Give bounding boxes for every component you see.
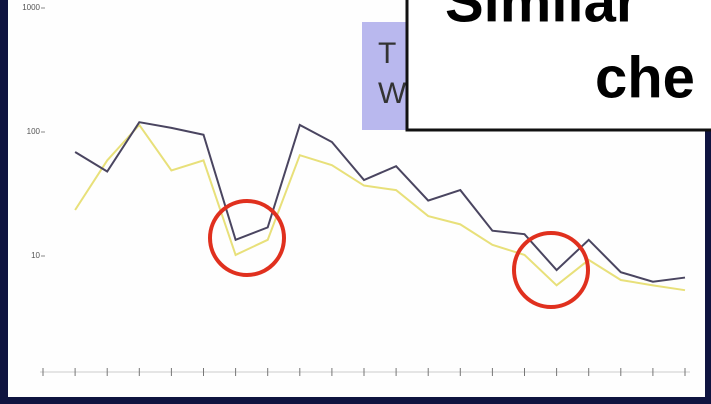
note-text: W — [378, 77, 407, 110]
y-tick-label: 1000 — [22, 3, 40, 12]
series-line — [74, 123, 686, 292]
plot: 10 100 1000 — [22, 3, 690, 376]
highlight-circle — [512, 231, 590, 309]
highlight-circle — [208, 199, 286, 277]
callout-box — [405, 0, 711, 132]
y-tick-label: 10 — [31, 251, 40, 260]
note-text: T — [378, 37, 396, 70]
callout-subtitle: che — [595, 45, 695, 110]
series-line — [74, 121, 686, 283]
y-tick-label: 100 — [27, 127, 41, 136]
note-box — [362, 22, 412, 130]
callout-title: Similar — [445, 0, 638, 34]
